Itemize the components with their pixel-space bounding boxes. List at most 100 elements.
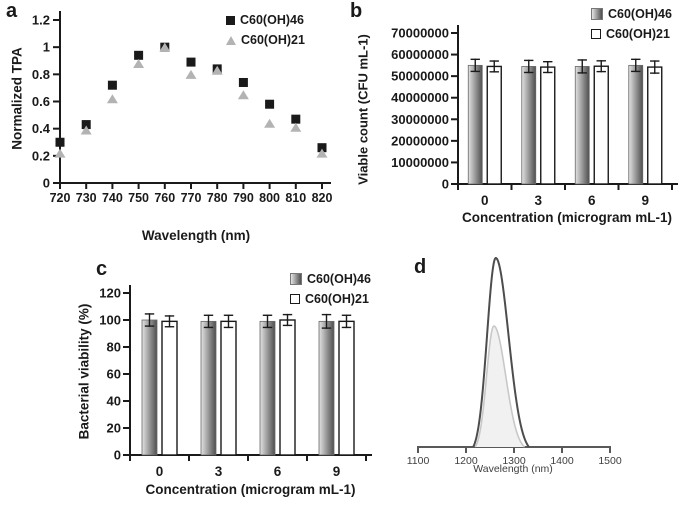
- spectrum-curve-dark-peak: [472, 257, 530, 448]
- x-tick-label: 790: [233, 191, 254, 205]
- legend-marker-square-open: [290, 294, 300, 304]
- data-point-triangle: [159, 42, 171, 52]
- y-tick-label: 80: [107, 340, 121, 355]
- panel-d-plot: 1100 1200 1300 1400 1500: [407, 257, 622, 467]
- y-tick-label: 10000000: [391, 155, 449, 170]
- legend-marker-square-gradient: [591, 8, 603, 20]
- panel-a-legend: C60(OH)46 C60(OH)21: [226, 13, 305, 47]
- bar-gray: [628, 64, 644, 185]
- data-point-triangle: [264, 118, 276, 128]
- x-tick-label: 0: [481, 193, 489, 208]
- data-point-triangle: [211, 65, 223, 75]
- panel-d-xlabel: Wavelength (nm): [473, 463, 553, 475]
- x-tick-label: 760: [154, 191, 175, 205]
- x-tick-label: 0: [156, 464, 164, 479]
- panel-b-letter: b: [350, 0, 363, 22]
- x-tick-label: 1100: [407, 455, 430, 467]
- bar-gray: [141, 319, 158, 456]
- y-tick-label: 0.8: [32, 67, 50, 82]
- bar-gray: [259, 320, 276, 456]
- legend-row: C60(OH)46: [591, 7, 672, 21]
- panel-b-ylabel: Viable count (CFU mL-1): [355, 34, 371, 185]
- x-tick-label: 9: [641, 193, 649, 208]
- bar-white: [161, 320, 178, 456]
- x-tick-label: 730: [76, 191, 97, 205]
- y-tick-label: 70000000: [391, 26, 449, 41]
- data-point-triangle: [133, 58, 145, 68]
- panel-c-plot: 0 20 40 60 80 100 120 0 3 6 9: [99, 285, 372, 479]
- panel-a-ylabel: Normalized TPA: [9, 47, 25, 150]
- y-tick-label: 60000000: [391, 47, 449, 62]
- legend-row: C60(OH)21: [226, 33, 305, 47]
- panel-a-plot: 0 0.2 0.4 0.6 0.8 1 1.2 720 730 740 750 760 770 780 79…: [32, 11, 333, 205]
- x-tick-label: 6: [588, 193, 596, 208]
- y-tick-label: 1: [43, 40, 50, 55]
- x-tick-label: 1300: [502, 455, 526, 467]
- data-point-square: [317, 143, 327, 153]
- legend-row: C60(OH)21: [290, 292, 371, 306]
- x-tick-label: 1400: [550, 455, 574, 467]
- data-point-triangle: [316, 148, 328, 158]
- legend-label: C60(OH)46: [608, 7, 672, 21]
- panel-b-xlabel: Concentration (microgram mL-1): [461, 210, 673, 225]
- x-tick-label: 1500: [598, 455, 622, 467]
- x-tick-label: 800: [259, 191, 280, 205]
- x-tick-label: 810: [285, 191, 306, 205]
- y-tick-label: 0.4: [32, 121, 51, 136]
- data-point-square: [55, 137, 65, 147]
- panel-a-letter: a: [6, 0, 18, 22]
- panel-a-xlabel: Wavelength (nm): [141, 228, 251, 243]
- panel-d-letter: d: [414, 256, 427, 278]
- bar-white: [338, 320, 355, 456]
- panel-b-plot: 0 10000000 20000000 30000000 40000000 5000000…: [391, 25, 678, 208]
- data-point-triangle: [54, 148, 66, 158]
- x-tick-label: 1200: [454, 455, 478, 467]
- y-tick-label: 100: [99, 313, 121, 328]
- spectrum-curve-light-peak: [474, 325, 526, 448]
- legend-row: C60(OH)46: [290, 272, 371, 286]
- data-point-triangle: [290, 122, 302, 132]
- x-tick-label: 3: [534, 193, 542, 208]
- x-tick-label: 6: [274, 464, 282, 479]
- data-point-square: [134, 50, 144, 60]
- y-tick-label: 120: [99, 286, 121, 301]
- bar-white: [486, 65, 502, 185]
- legend-marker-square-open: [591, 29, 601, 39]
- x-tick-label: 770: [181, 191, 202, 205]
- y-tick-label: 50000000: [391, 69, 449, 84]
- x-tick-label: 820: [312, 191, 333, 205]
- bar-white: [220, 320, 237, 456]
- y-tick-label: 30000000: [391, 112, 449, 127]
- x-tick-label: 740: [102, 191, 123, 205]
- y-tick-label: 40: [107, 394, 121, 409]
- y-tick-label: 0: [442, 177, 449, 192]
- data-point-triangle: [106, 94, 118, 104]
- y-tick-label: 20: [107, 421, 121, 436]
- y-tick-label: 20000000: [391, 133, 449, 148]
- data-point-square: [238, 77, 248, 87]
- bar-white: [279, 319, 296, 456]
- data-point-triangle: [237, 90, 249, 100]
- panel-c-ylabel: Bacterial viability (%): [76, 303, 92, 440]
- bar-gray: [467, 64, 483, 185]
- y-tick-label: 0: [114, 448, 121, 463]
- bar-gray: [318, 320, 335, 456]
- legend-marker-square-gradient: [290, 273, 302, 285]
- bar-gray: [521, 66, 537, 185]
- legend-marker-triangle-gray: [226, 35, 236, 45]
- data-point-square: [107, 80, 117, 90]
- y-tick-label: 40000000: [391, 90, 449, 105]
- panel-c-xlabel: Concentration (microgram mL-1): [145, 482, 356, 497]
- legend-label: C60(OH)21: [606, 27, 670, 41]
- x-tick-label: 780: [207, 191, 228, 205]
- panel-b-legend: C60(OH)46 C60(OH)21: [591, 7, 672, 41]
- panel-c-legend: C60(OH)46 C60(OH)21: [290, 272, 371, 306]
- data-point-square: [291, 114, 301, 124]
- y-tick-label: 1.2: [32, 13, 50, 28]
- data-point-square: [265, 99, 275, 109]
- data-point-triangle: [185, 69, 197, 79]
- legend-label: C60(OH)21: [241, 33, 305, 47]
- y-tick-label: 0.2: [32, 148, 50, 163]
- legend-label: C60(OH)21: [305, 292, 369, 306]
